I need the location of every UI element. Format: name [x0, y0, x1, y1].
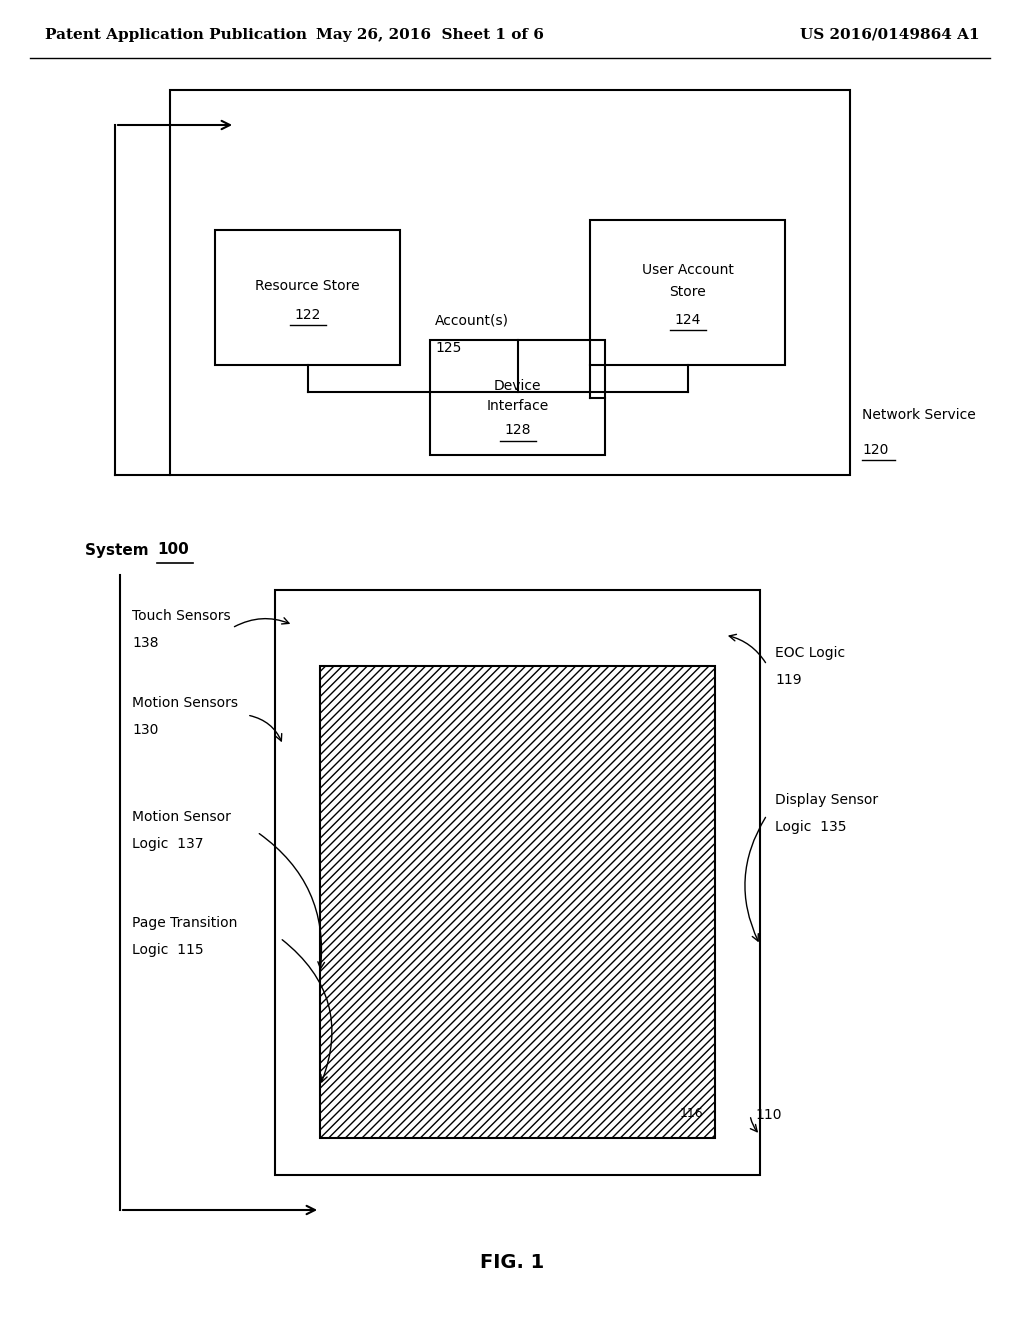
Text: Motion Sensors: Motion Sensors: [132, 696, 238, 710]
Text: System: System: [85, 543, 154, 557]
Text: Interface: Interface: [486, 399, 549, 412]
Text: 138: 138: [132, 636, 159, 649]
Text: Logic  135: Logic 135: [775, 820, 847, 834]
Text: Account(s): Account(s): [435, 313, 509, 327]
Text: Logic  137: Logic 137: [132, 837, 204, 851]
Text: User Account: User Account: [642, 264, 733, 277]
Text: EOC Logic: EOC Logic: [775, 645, 845, 660]
Text: Touch Sensors: Touch Sensors: [132, 609, 230, 623]
Text: 128: 128: [504, 424, 530, 437]
Text: Display Sensor: Display Sensor: [775, 793, 879, 807]
Text: Resource Store: Resource Store: [255, 279, 359, 293]
Text: 130: 130: [132, 723, 159, 737]
Bar: [590, 220, 785, 366]
Bar: [430, 341, 605, 455]
Bar: [215, 230, 400, 366]
Text: 125: 125: [435, 341, 462, 355]
Text: Logic  115: Logic 115: [132, 942, 204, 957]
Text: Device: Device: [494, 379, 542, 392]
Text: 116: 116: [679, 1107, 703, 1119]
Text: US 2016/0149864 A1: US 2016/0149864 A1: [801, 28, 980, 42]
Text: 120: 120: [862, 444, 889, 457]
Text: FIG. 1: FIG. 1: [480, 1253, 544, 1271]
Text: 122: 122: [294, 309, 321, 322]
Bar: [170, 90, 850, 475]
Bar: [275, 590, 760, 1175]
Text: 124: 124: [675, 313, 700, 327]
Bar: [319, 667, 715, 1138]
Text: 110: 110: [755, 1107, 781, 1122]
Text: Store: Store: [669, 285, 706, 300]
Text: Page Transition: Page Transition: [132, 916, 238, 931]
Text: Motion Sensor: Motion Sensor: [132, 810, 230, 824]
Text: Patent Application Publication: Patent Application Publication: [45, 28, 307, 42]
Text: Network Service: Network Service: [862, 408, 976, 422]
Text: 119: 119: [775, 673, 802, 686]
Text: 100: 100: [157, 543, 188, 557]
Text: May 26, 2016  Sheet 1 of 6: May 26, 2016 Sheet 1 of 6: [316, 28, 544, 42]
